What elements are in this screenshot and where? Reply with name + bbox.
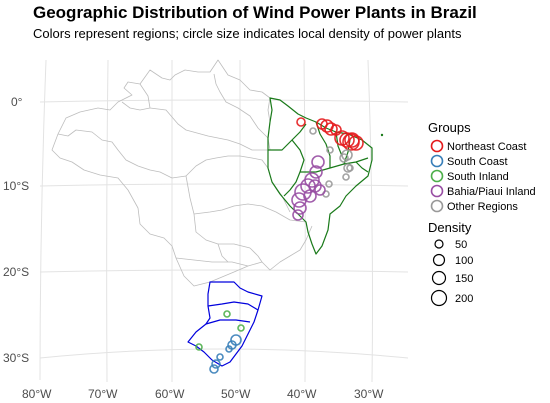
legend-label-bahia-piaui-inland: Bahia/Piaui Inland [447,186,536,198]
south-inland-point-3 [237,324,245,332]
map-title: Geographic Distribution of Wind Power Pl… [33,3,477,22]
bahia-piaui-inland-point-2 [309,165,323,179]
groups-legend: Groups Northeast Coast South Coast South… [428,120,536,213]
bahia-piaui-inland-point-8 [292,209,304,221]
other-regions-point-5 [343,163,353,173]
map-subtitle: Colors represent regions; circle size in… [33,26,462,41]
bahia-piaui-inland-point-10 [314,184,326,196]
power-plant-points [195,117,384,374]
legend-label-other-regions: Other Regions [447,201,518,213]
x-axis-labels: 80°W 70°W 60°W 50°W 40°W 30°W [22,387,384,401]
groups-legend-title: Groups [428,120,471,135]
legend-label-south-inland: South Inland [447,171,509,183]
x-tick-label-4: 40°W [287,387,317,401]
south-coast-point-6 [209,364,219,374]
south-inland-point-2 [195,343,203,351]
density-swatch-50 [434,239,444,249]
south-coast-point-3 [225,345,233,353]
density-label-200: 200 [455,293,473,305]
northeast-coast-point-7 [339,132,355,148]
y-tick-label-0: 0° [11,95,23,109]
density-label-100: 100 [455,255,473,267]
other-regions-point-9 [346,164,354,172]
legend-swatch-other-regions [430,199,444,213]
x-tick-label-5: 30°W [354,387,384,401]
density-legend-title: Density [428,220,472,235]
legend-swatch-south-coast [430,154,444,168]
legend-swatch-bahia-piaui-inland [430,184,444,198]
other-regions-point-7 [325,180,333,188]
y-tick-label-1: 10°S [3,179,29,193]
south-inland-point-1 [223,310,231,318]
y-axis-labels: 0° 10°S 20°S 30°S [3,95,29,365]
state-borders [51,59,313,287]
density-swatch-200 [430,289,448,307]
other-regions-point-6 [342,173,350,181]
other-regions-point-1 [309,127,317,135]
bahia-piaui-inland-point-1 [311,155,325,169]
density-label-50: 50 [455,239,467,251]
density-label-150: 150 [455,273,473,285]
other-regions-point-4 [341,149,353,161]
legend-swatch-south-inland [430,169,444,183]
other-regions-point-2 [326,146,334,154]
x-tick-label-3: 50°W [221,387,251,401]
bahia-piaui-inland-point-5 [294,183,312,201]
density-swatch-100 [432,253,446,267]
northeast-coast-point-9 [348,135,364,151]
other-regions-point-3 [339,153,349,163]
density-legend: Density 50 100 150 200 [428,220,473,307]
legend-label-northeast-coast: Northeast Coast [447,141,526,153]
south-coast-point-5 [211,359,221,369]
bahia-piaui-inland-point-7 [293,201,307,215]
south-coast-point-4 [216,353,224,361]
northeast-coast-point-1 [296,117,306,127]
bahia-piaui-inland-point-11 [303,189,317,203]
northeast-coast-point-4 [324,122,338,136]
x-tick-label-1: 70°W [88,387,118,401]
density-swatch-150 [431,270,447,286]
south-boundary [187,281,263,367]
bahia-piaui-inland-point-4 [300,178,316,194]
x-tick-label-0: 80°W [22,387,52,401]
x-tick-label-2: 60°W [155,387,185,401]
northeast-boundary [267,97,373,255]
island-marker [380,133,384,137]
y-tick-label-2: 20°S [3,265,29,279]
legend-label-south-coast: South Coast [447,156,508,168]
legend-swatch-northeast-coast [430,139,444,153]
northeast-coast-point-10 [344,132,360,148]
y-tick-label-3: 30°S [3,351,29,365]
